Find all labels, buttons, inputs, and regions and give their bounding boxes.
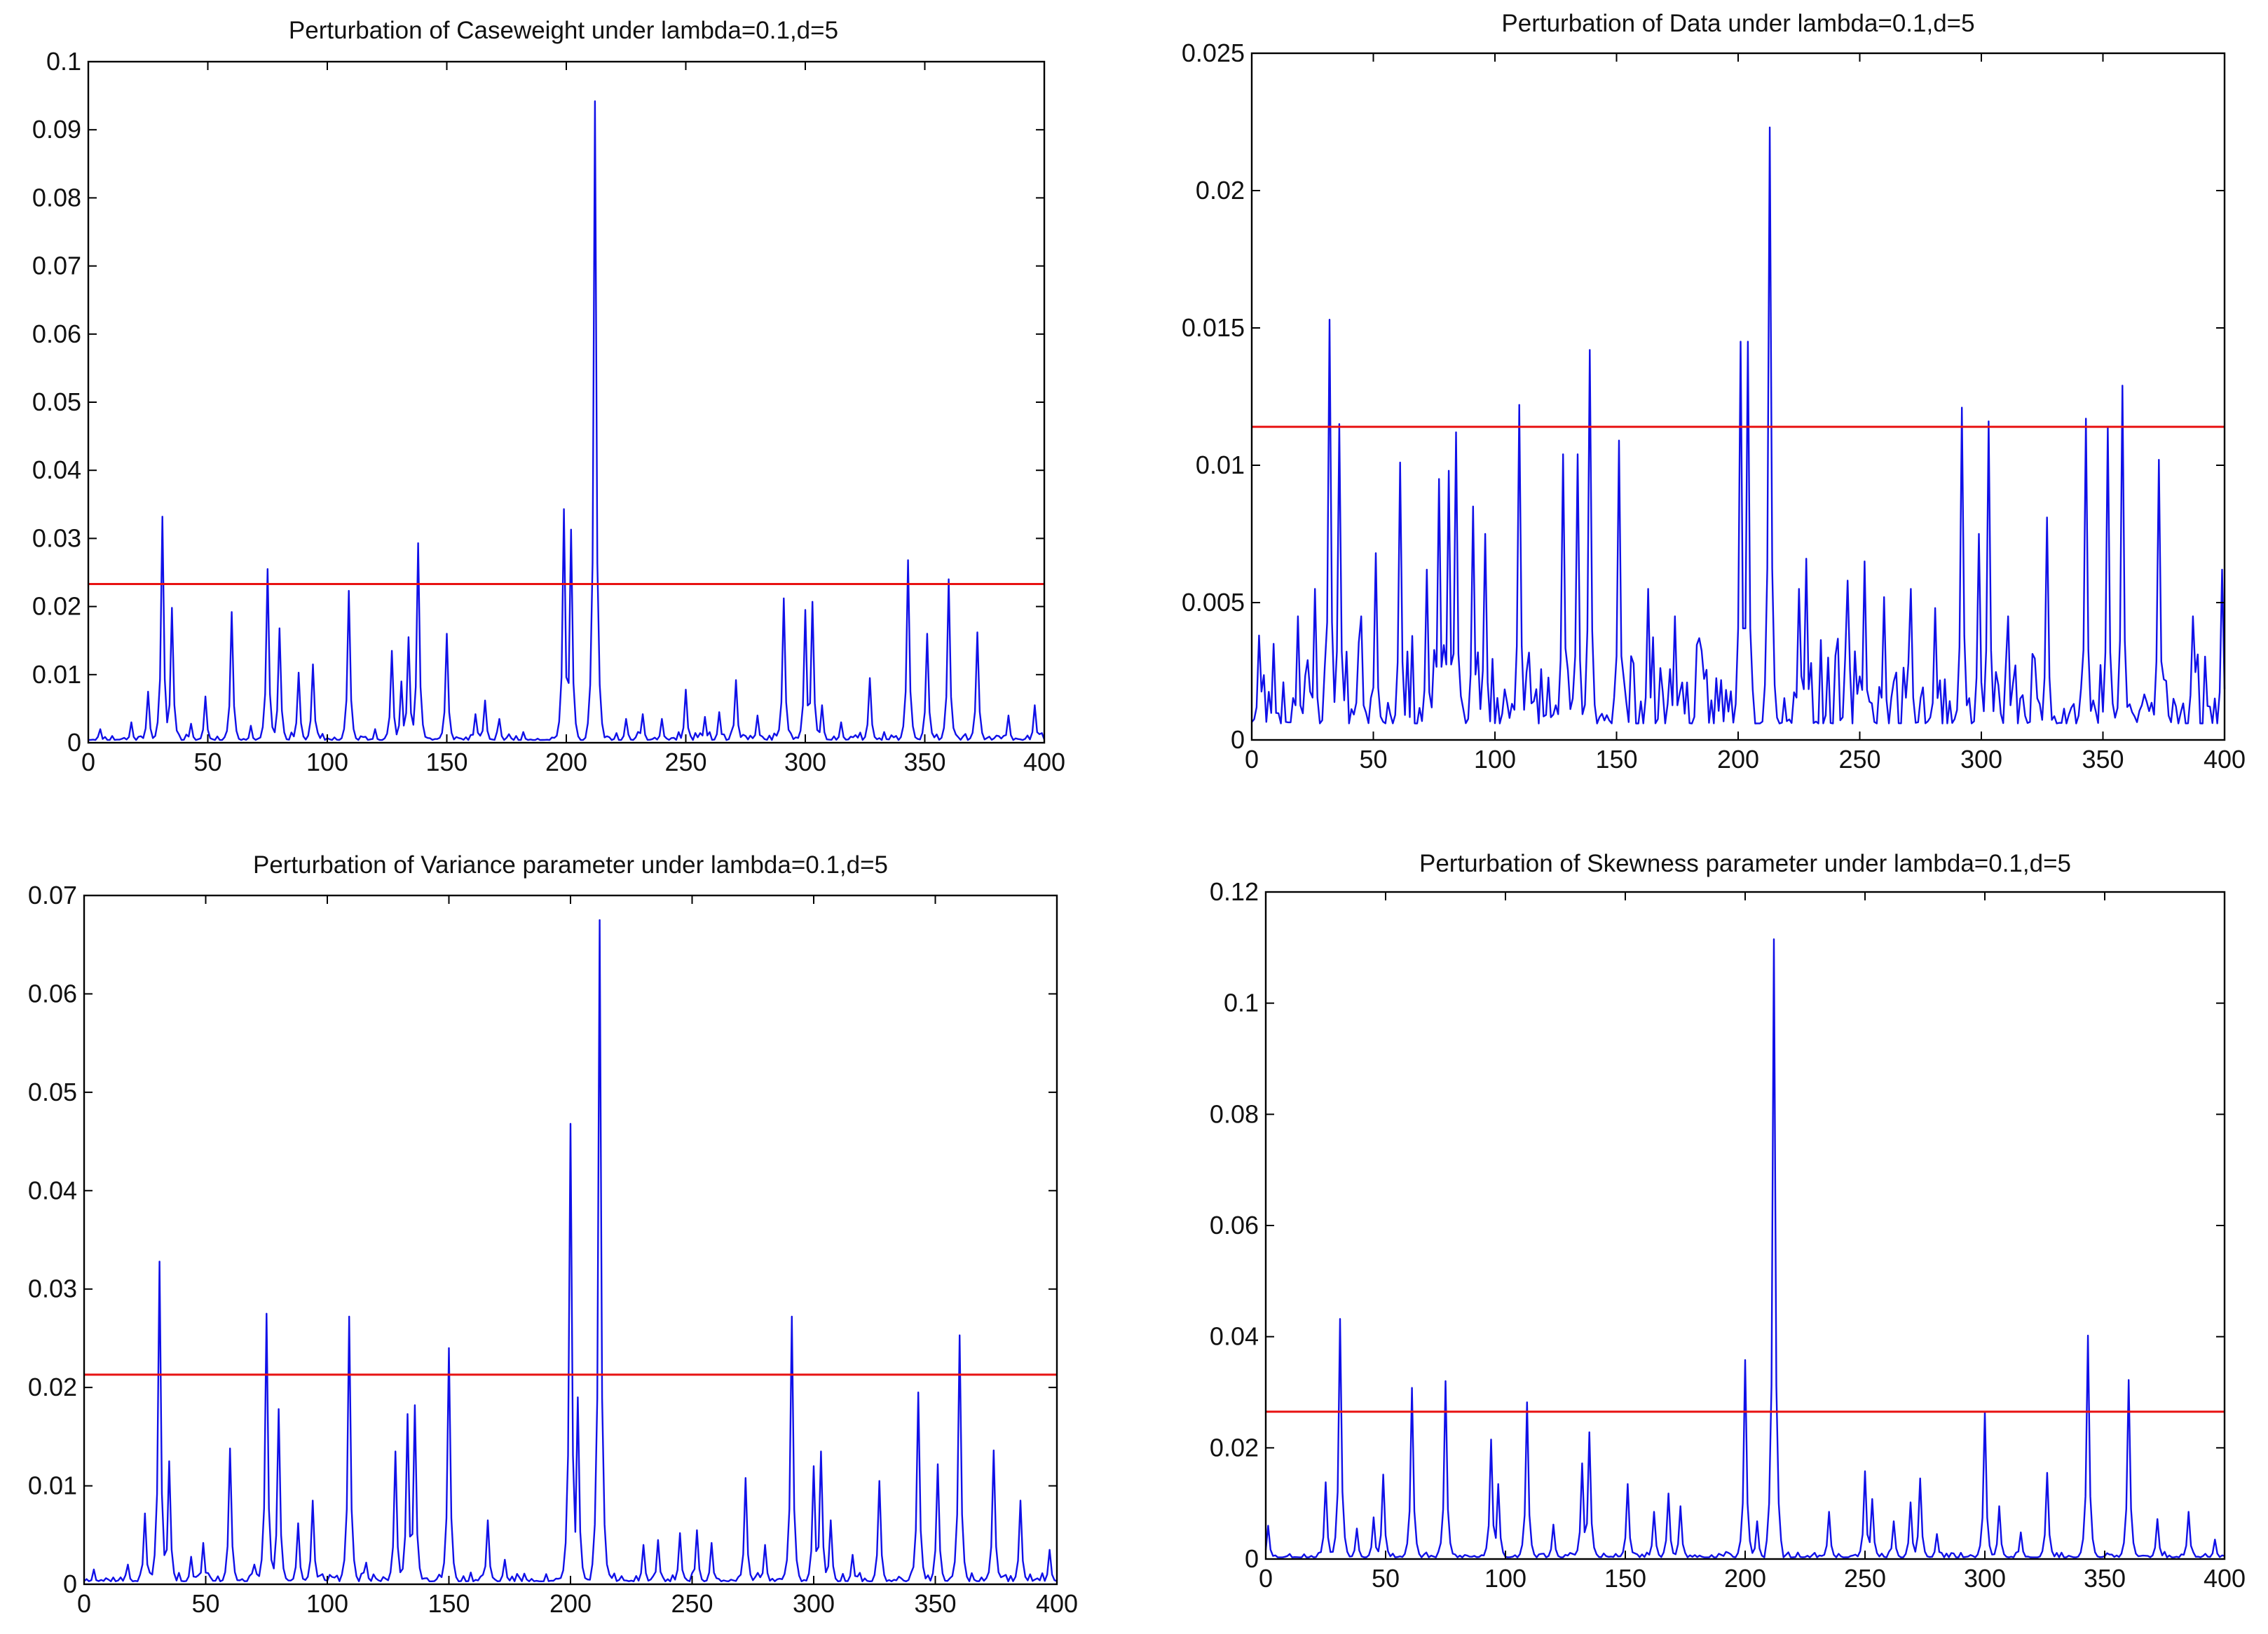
x-tick-label: 0 — [1259, 1564, 1273, 1593]
y-tick-label: 0.01 — [1196, 451, 1245, 479]
x-tick-label: 200 — [549, 1589, 592, 1618]
x-tick-label: 300 — [784, 748, 826, 776]
series-line — [83, 919, 1058, 1582]
x-tick-label: 150 — [1595, 745, 1637, 774]
y-tick-label: 0.09 — [32, 115, 81, 144]
x-tick-label: 100 — [306, 1589, 348, 1618]
y-tick-label: 0.12 — [1210, 877, 1259, 906]
x-tick-label: 250 — [1844, 1564, 1886, 1593]
x-tick-label: 150 — [425, 748, 467, 776]
series-line — [1251, 126, 2226, 725]
plot-title: Perturbation of Caseweight under lambda=… — [289, 17, 838, 44]
y-tick-label: 0.1 — [46, 47, 81, 76]
y-tick-label: 0.07 — [28, 881, 77, 909]
x-tick-label: 250 — [671, 1589, 713, 1618]
x-tick-label: 200 — [1724, 1564, 1766, 1593]
x-tick-label: 50 — [1372, 1564, 1400, 1593]
x-tick-label: 400 — [1023, 748, 1065, 776]
plot-title: Perturbation of Data under lambda=0.1,d=… — [1501, 10, 1974, 37]
x-tick-label: 400 — [2204, 1564, 2246, 1593]
x-tick-label: 50 — [1359, 745, 1387, 774]
y-tick-label: 0.02 — [28, 1373, 77, 1401]
plot-caseweight: Perturbation of Caseweight under lambda=… — [32, 17, 1065, 776]
x-tick-label: 350 — [2084, 1564, 2126, 1593]
x-tick-label: 300 — [793, 1589, 835, 1618]
x-tick-label: 400 — [2204, 745, 2246, 774]
series-line — [1264, 938, 2225, 1558]
y-tick-label: 0.06 — [28, 979, 77, 1008]
y-tick-label: 0.07 — [32, 252, 81, 280]
x-tick-label: 0 — [77, 1589, 91, 1618]
x-tick-label: 0 — [81, 748, 95, 776]
y-tick-label: 0.025 — [1182, 39, 1245, 67]
x-tick-label: 200 — [545, 748, 587, 776]
x-tick-label: 350 — [914, 1589, 956, 1618]
y-tick-label: 0.1 — [1224, 989, 1259, 1017]
y-tick-label: 0.05 — [28, 1078, 77, 1106]
y-tick-label: 0.015 — [1182, 313, 1245, 342]
y-tick-label: 0 — [63, 1570, 77, 1598]
x-tick-label: 150 — [428, 1589, 470, 1618]
x-tick-label: 0 — [1245, 745, 1259, 774]
y-tick-label: 0.04 — [28, 1176, 77, 1204]
y-tick-label: 0.02 — [1196, 176, 1245, 205]
plot-title: Perturbation of Skewness parameter under… — [1419, 850, 2071, 877]
y-tick-label: 0.06 — [1210, 1211, 1259, 1240]
x-tick-label: 300 — [1960, 745, 2002, 774]
x-tick-label: 250 — [1838, 745, 1880, 774]
x-tick-label: 400 — [1036, 1589, 1078, 1618]
y-tick-label: 0.01 — [32, 660, 81, 689]
axes-frame — [1264, 891, 2226, 1560]
y-tick-label: 0.03 — [32, 523, 81, 552]
y-tick-label: 0.02 — [1210, 1433, 1259, 1462]
plot-skewness: Perturbation of Skewness parameter under… — [1210, 850, 2246, 1593]
x-tick-label: 350 — [903, 748, 945, 776]
y-tick-label: 0 — [1245, 1544, 1259, 1573]
y-tick-label: 0.005 — [1182, 588, 1245, 617]
y-tick-label: 0 — [67, 728, 81, 757]
series-line — [88, 100, 1046, 741]
x-tick-label: 150 — [1604, 1564, 1646, 1593]
y-tick-label: 0 — [1231, 725, 1245, 754]
y-tick-label: 0.05 — [32, 387, 81, 416]
y-tick-label: 0.06 — [32, 320, 81, 348]
x-tick-label: 100 — [306, 748, 348, 776]
plot-data: Perturbation of Data under lambda=0.1,d=… — [1182, 10, 2246, 774]
x-tick-label: 50 — [191, 1589, 219, 1618]
x-tick-label: 50 — [193, 748, 221, 776]
x-tick-label: 250 — [664, 748, 706, 776]
y-tick-label: 0.04 — [1210, 1322, 1259, 1351]
x-tick-label: 350 — [2082, 745, 2124, 774]
plot-title: Perturbation of Variance parameter under… — [253, 851, 888, 879]
x-tick-label: 100 — [1474, 745, 1516, 774]
plot-variance: Perturbation of Variance parameter under… — [28, 851, 1078, 1618]
x-tick-label: 100 — [1484, 1564, 1526, 1593]
y-tick-label: 0.03 — [28, 1275, 77, 1303]
x-tick-label: 200 — [1717, 745, 1759, 774]
y-tick-label: 0.02 — [32, 592, 81, 621]
y-tick-label: 0.04 — [32, 455, 81, 484]
y-tick-label: 0.08 — [32, 183, 81, 212]
x-tick-label: 300 — [1964, 1564, 2006, 1593]
y-tick-label: 0.08 — [1210, 1099, 1259, 1128]
y-tick-label: 0.01 — [28, 1471, 77, 1500]
